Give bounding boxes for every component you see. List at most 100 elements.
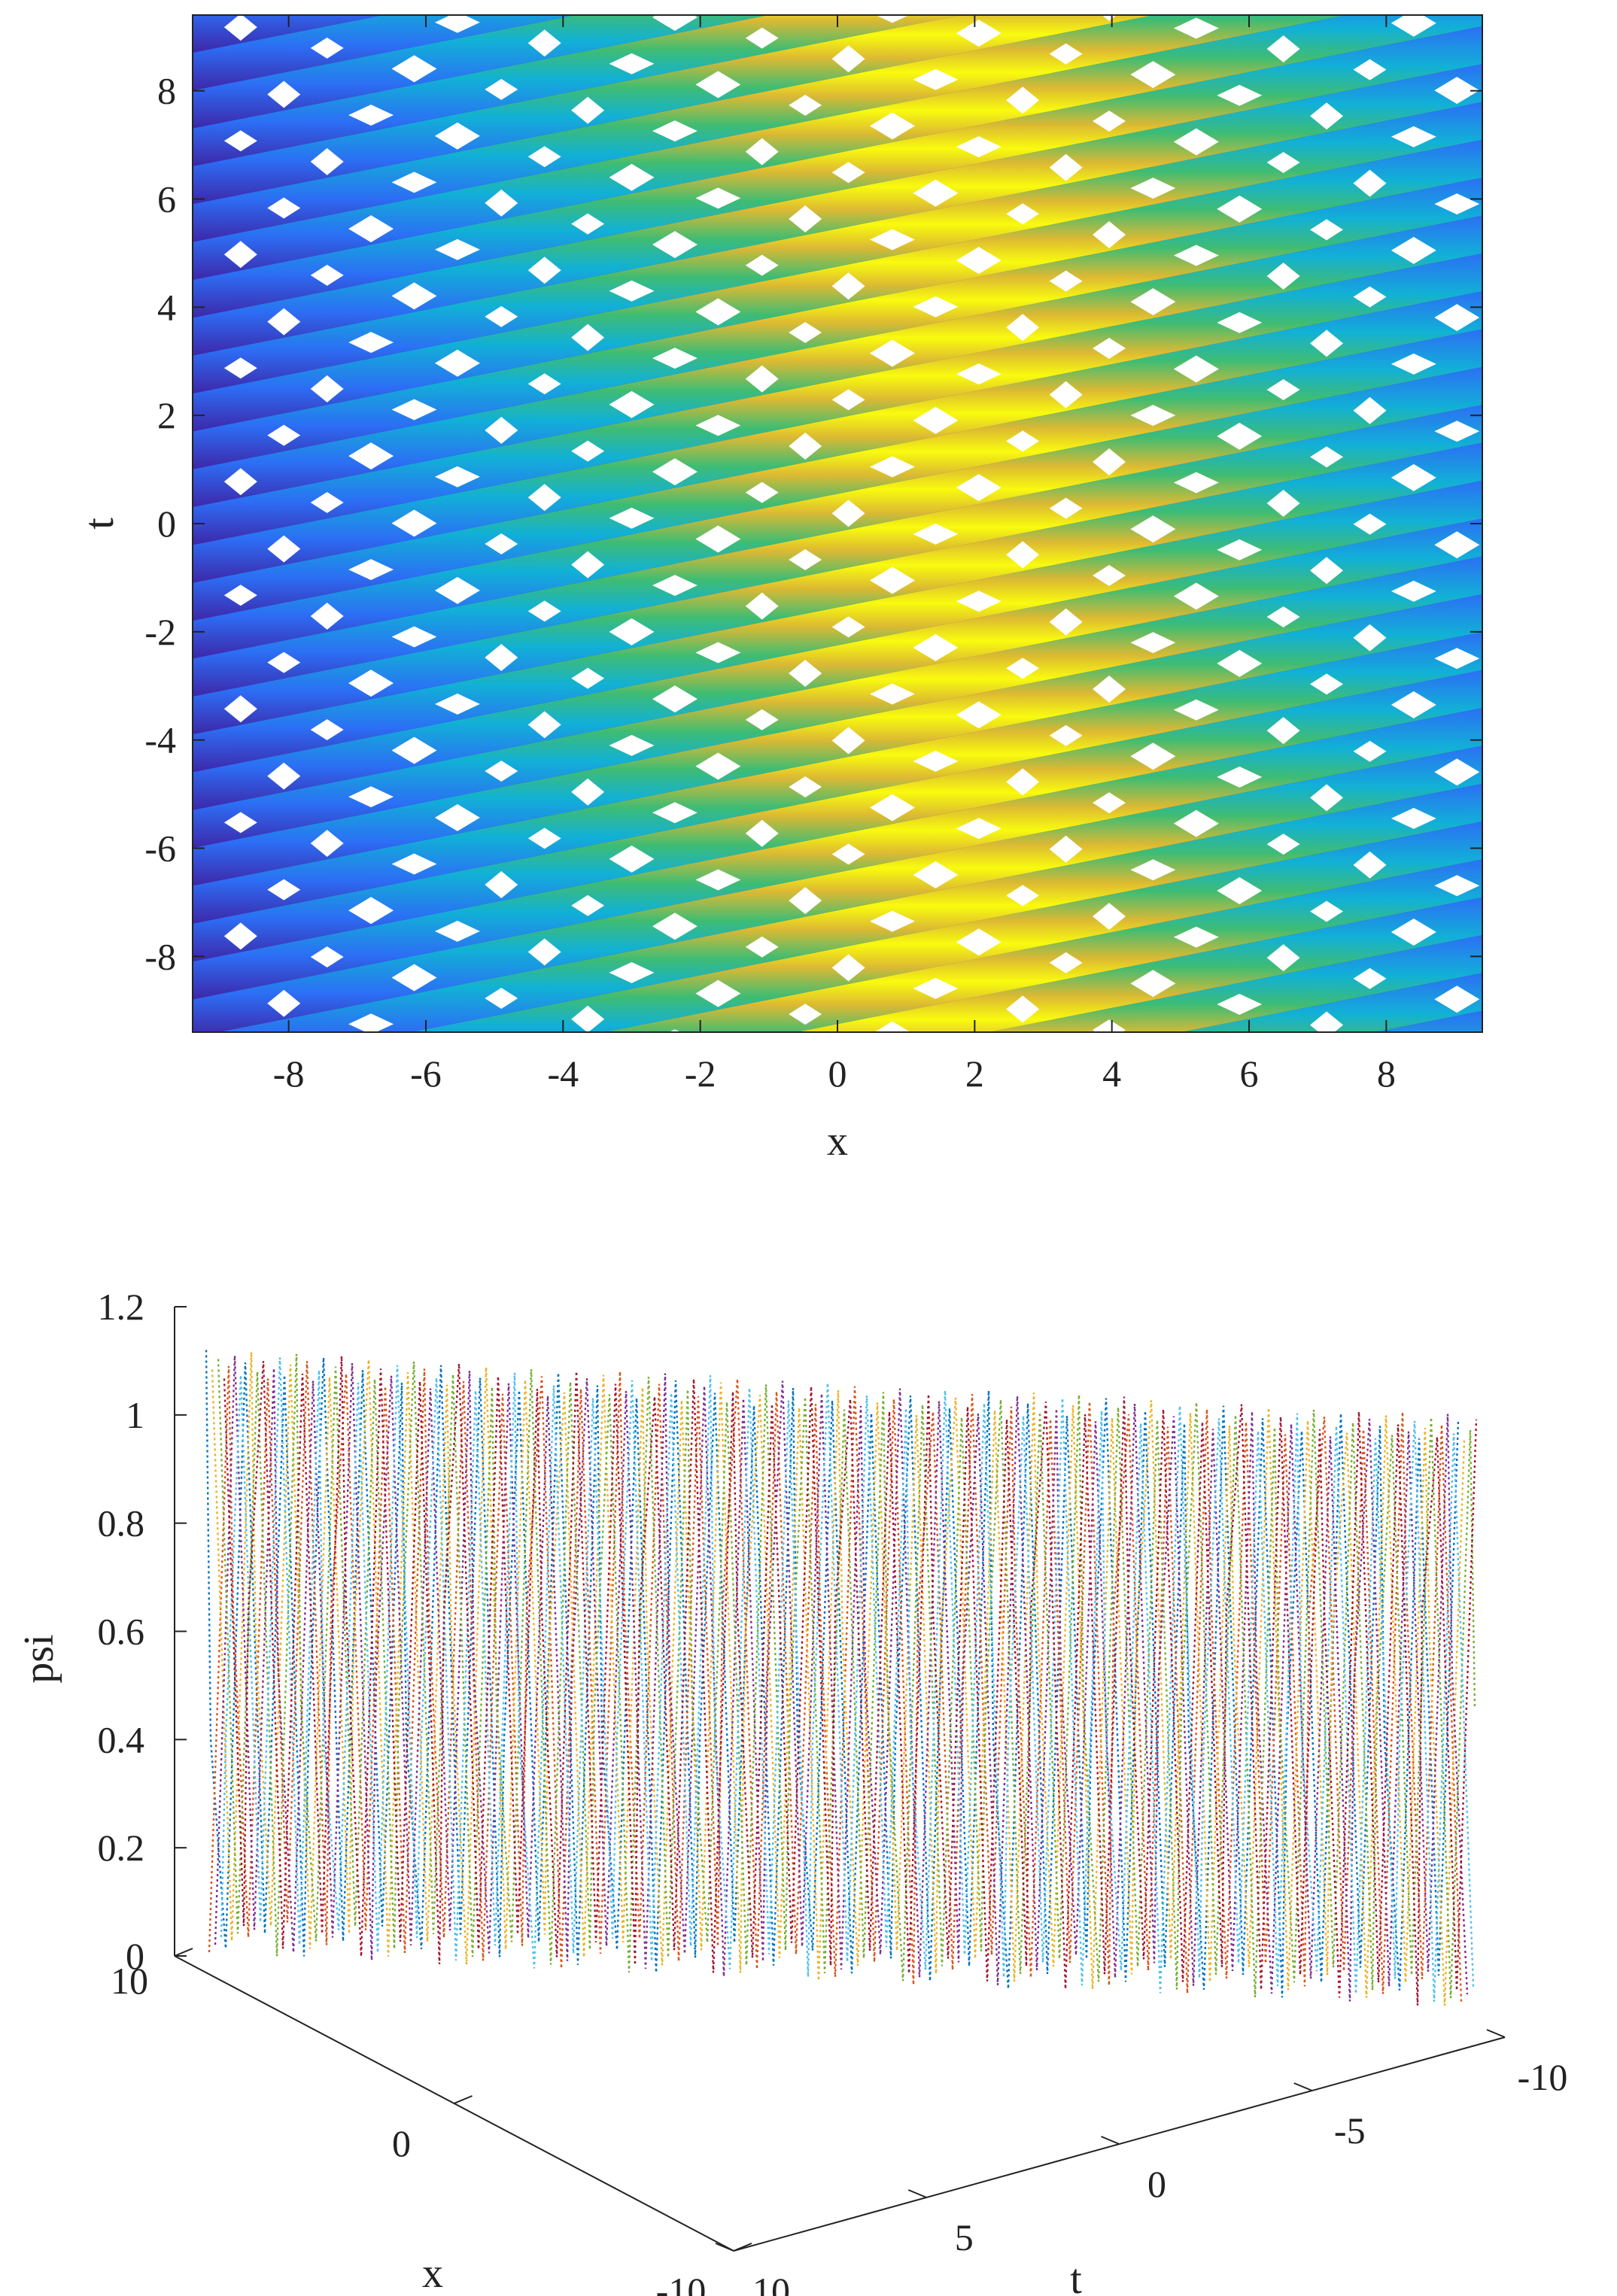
x-axis-ticks: -8 -6 -4 -2 0 2 4 6 8 (273, 15, 1396, 1095)
contour-band (193, 442, 1482, 735)
contour-marker (1093, 565, 1126, 587)
contour-marker (869, 794, 915, 822)
contour-marker (571, 778, 605, 806)
contour-marker (1266, 35, 1300, 62)
contour-marker (1049, 153, 1083, 181)
contour-marker (1173, 244, 1219, 266)
contour-marker (485, 305, 518, 327)
contour-marker (391, 282, 437, 310)
contour-marker (956, 818, 1002, 840)
contour-marker (267, 308, 301, 336)
contour-marker (267, 651, 301, 673)
psi-series-lines (205, 1350, 1478, 2006)
contour-marker (1049, 952, 1083, 973)
contour-marker (1217, 84, 1263, 106)
y-tick-label: -6 (144, 827, 176, 869)
t-tick-3d (907, 2189, 927, 2198)
contour-marker (1391, 353, 1436, 375)
contour-marker (695, 752, 741, 780)
contour-marker (527, 600, 561, 622)
contour-marker (789, 887, 822, 915)
contour-marker (1130, 970, 1176, 998)
x-tick-3d (454, 2095, 473, 2104)
contour-marker (1434, 304, 1480, 332)
contour-marker (695, 525, 741, 553)
contour-marker (695, 187, 741, 209)
x-tick-label: 2 (965, 1052, 984, 1095)
contour-marker (485, 416, 518, 444)
contour-marker (1310, 900, 1344, 922)
contour-marker (348, 670, 394, 697)
contour-marker (1266, 490, 1300, 518)
t-tick-label-3d: -5 (1334, 2109, 1366, 2152)
contour-marker (391, 172, 437, 193)
contour-marker (1266, 944, 1300, 972)
contour-marker (1391, 691, 1436, 718)
contour-marker (1006, 995, 1040, 1023)
contour-band (193, 64, 1482, 356)
contour-marker (956, 474, 1002, 502)
y-tick-label: 6 (157, 178, 176, 220)
contour-marker (571, 440, 605, 462)
contour-marker (869, 229, 915, 251)
contour-marker (267, 80, 301, 108)
contour-marker (609, 845, 655, 873)
contour-marker (1049, 381, 1083, 408)
contour-marker (913, 633, 959, 661)
contour-marker (1217, 649, 1263, 677)
contour-marker (1102, 15, 1117, 21)
x-tick-label: -4 (547, 1052, 579, 1095)
contour-marker (1130, 632, 1176, 654)
contour-band (193, 15, 962, 166)
contour-marker (869, 910, 915, 932)
contour-marker (1266, 717, 1300, 745)
contour-band (193, 178, 1482, 469)
contour-marker (223, 585, 257, 606)
contour-marker (1434, 421, 1480, 442)
z-tick-label: 0.8 (98, 1502, 145, 1544)
contour-marker (1310, 219, 1344, 241)
contour-band (191, 0, 1484, 15)
t-tick-3d (1293, 2082, 1313, 2091)
z-tick-label: 1.2 (98, 1286, 145, 1328)
contour-marker (527, 373, 561, 395)
contour-marker (1006, 885, 1040, 907)
contour-marker (391, 964, 437, 992)
contour-marker (1434, 648, 1480, 670)
contour-marker (391, 55, 437, 83)
contour-marker (267, 879, 301, 900)
contour-marker (695, 298, 741, 326)
contour-marker (1006, 430, 1040, 452)
contour-marker (745, 819, 779, 847)
contour-marker (267, 197, 301, 219)
psi-series-line (217, 1353, 1476, 1998)
contour-marker (609, 280, 655, 302)
contour-chart: -8 -6 -4 -2 0 2 4 6 8 -8 -6 -4 -2 0 2 4 6 8 x t (76, 0, 1484, 1165)
contour-marker (956, 591, 1002, 612)
contour-marker (652, 913, 698, 940)
contour-marker (434, 466, 480, 487)
contour-marker (1217, 993, 1263, 1015)
psi-series-line (208, 1361, 1463, 2003)
contour-marker (913, 406, 959, 434)
contour-marker (1353, 59, 1387, 80)
y-tick-label: -8 (144, 935, 176, 977)
z-tick-label: 1 (126, 1394, 144, 1436)
contour-marker (1391, 1035, 1436, 1056)
contour-marker (1093, 448, 1126, 476)
contour-marker (310, 147, 344, 175)
contour-marker (1006, 541, 1040, 569)
contour-marker (1130, 178, 1176, 199)
contour-marker (1310, 0, 1343, 13)
contour-marker (609, 507, 655, 529)
contour-marker (913, 179, 959, 207)
contour-marker (485, 643, 518, 671)
contour-marker (1049, 270, 1083, 292)
contour-marker (348, 215, 394, 243)
contour-marker (485, 78, 518, 100)
contour-marker (789, 205, 822, 232)
contour-marker (223, 130, 257, 152)
contour-marker (456, 1031, 459, 1032)
y-tick-label: 0 (157, 503, 176, 545)
z-tick-label: 0.6 (98, 1611, 145, 1653)
